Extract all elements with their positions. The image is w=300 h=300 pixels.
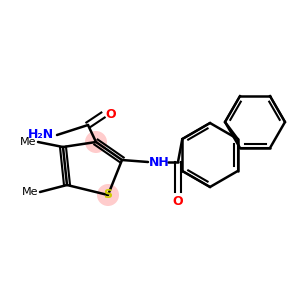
- Text: Me: Me: [20, 137, 36, 147]
- Text: Me: Me: [22, 187, 38, 197]
- Text: H₂N: H₂N: [28, 128, 54, 142]
- Ellipse shape: [97, 184, 119, 206]
- Text: O: O: [105, 109, 116, 122]
- Ellipse shape: [85, 131, 107, 153]
- Text: O: O: [173, 195, 183, 208]
- Text: NH: NH: [149, 155, 170, 169]
- Text: S: S: [103, 188, 112, 202]
